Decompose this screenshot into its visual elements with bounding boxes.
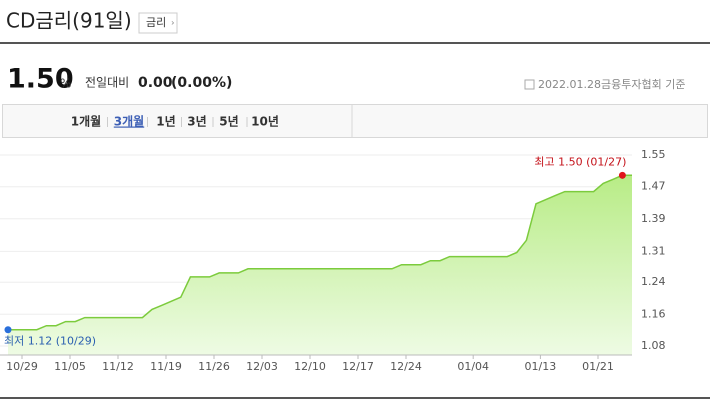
y-tick-label: 1.31: [641, 244, 666, 257]
min-point: [4, 326, 12, 334]
x-tick-label: 12/03: [246, 360, 278, 373]
date-icon: [524, 79, 535, 90]
arrow: ›: [171, 19, 175, 29]
current-value: 1.50: [7, 64, 74, 95]
tabs: 1개월 3개월 1년 3년 5년 10년: [71, 114, 279, 129]
tab[interactable]: 5년: [219, 115, 238, 129]
area: [8, 175, 632, 355]
x-tick-label: 12/10: [294, 360, 326, 373]
y-tick-label: 1.47: [641, 180, 666, 193]
tab-bar: [2, 104, 708, 138]
chart: 1.08 1.16 1.24 1.31 1.39 1.47 1.55 10/29 11/05 11…: [0, 148, 666, 373]
tab[interactable]: 3개월: [114, 114, 144, 129]
x-tick-label: 10/29: [6, 360, 38, 373]
y-tick-label: 1.39: [641, 212, 666, 225]
y-tick-label: 1.55: [641, 148, 666, 161]
unit: %: [60, 77, 71, 91]
x-tick-label: 12/24: [390, 360, 422, 373]
x-tick-label: 11/12: [102, 360, 134, 373]
line: [8, 174, 632, 331]
change: 0.00: [138, 75, 173, 91]
source: 금융투자협회 기준: [601, 78, 685, 91]
y-tick-label: 1.08: [641, 339, 666, 352]
x-tick-label: 11/05: [54, 360, 86, 373]
y-tick-label: 1.16: [641, 307, 666, 320]
x-tick-label: 11/26: [198, 360, 230, 373]
x-tick-label: 11/19: [150, 360, 182, 373]
date: 2022.01.28: [538, 78, 601, 91]
rate-button-label[interactable]: 금리: [146, 16, 166, 29]
x-tick-label: 01/13: [525, 360, 557, 373]
y-tick-label: 1.24: [641, 275, 666, 288]
tab[interactable]: 1개월: [71, 114, 101, 129]
max-point: [618, 171, 626, 179]
min-label: 최저 1.12 (10/29): [4, 335, 96, 348]
title: CD금리(91일): [6, 9, 132, 33]
rate-button[interactable]: [138, 12, 178, 34]
change-label: 전일대비: [85, 76, 129, 90]
tab[interactable]: 3년: [187, 115, 206, 129]
max-label: 최고 1.50 (01/27): [534, 155, 626, 168]
x-tick-label: 12/17: [342, 360, 374, 373]
x-tick-label: 01/21: [582, 360, 614, 373]
tab[interactable]: 1년: [156, 115, 175, 129]
tab[interactable]: 10년: [251, 115, 279, 129]
change-pct: (0.00%): [171, 75, 232, 91]
x-tick-label: 01/04: [457, 360, 489, 373]
